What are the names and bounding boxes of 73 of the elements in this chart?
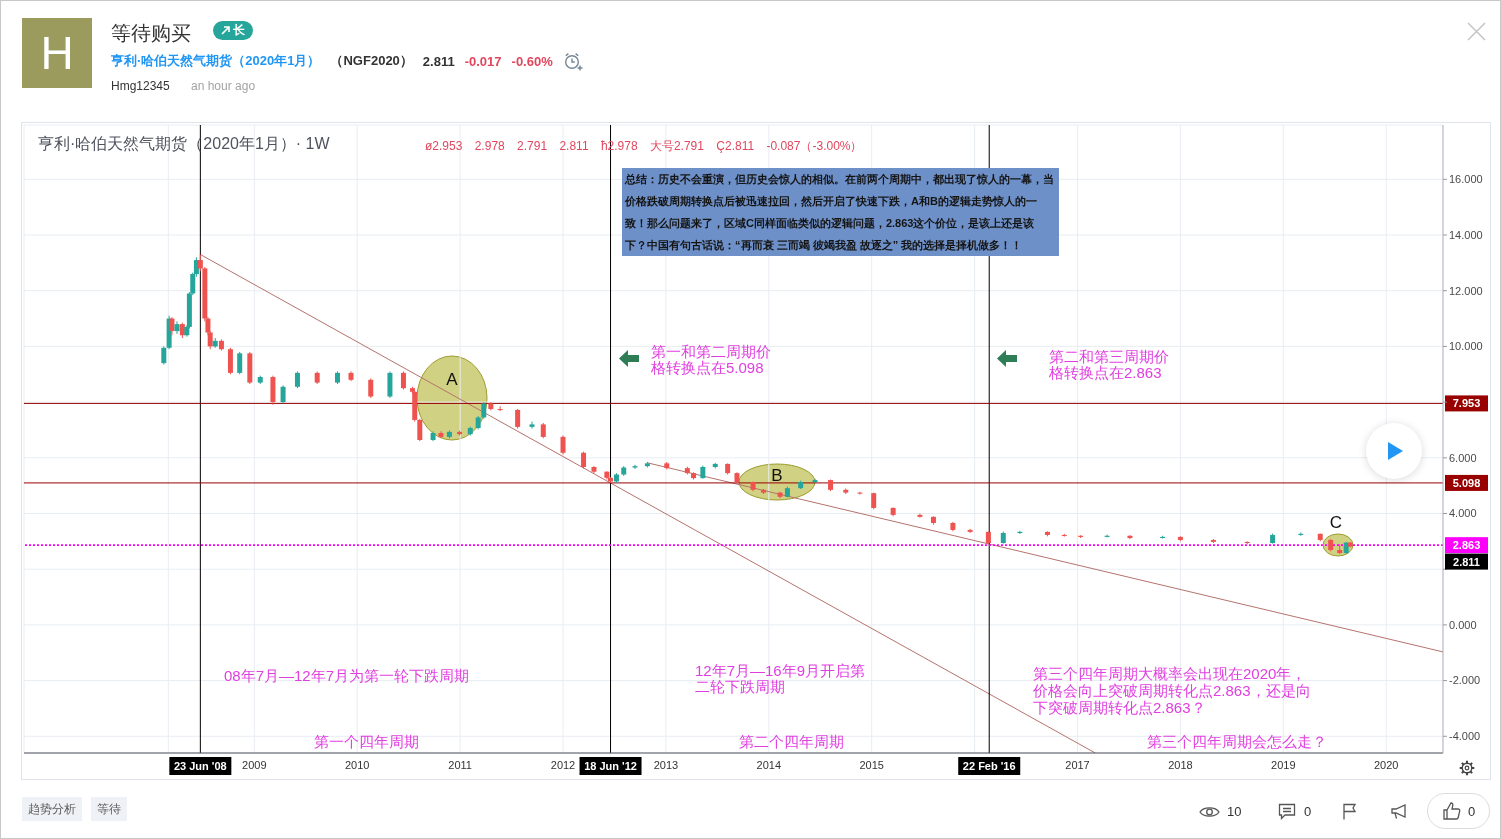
candlestick bbox=[917, 513, 923, 519]
text: -0.017 bbox=[464, 53, 502, 69]
candlestick bbox=[400, 370, 406, 391]
text: 长 bbox=[233, 22, 245, 39]
ref-line-label: 7.953 bbox=[1452, 397, 1481, 410]
text: 亨利·哈伯天然气期货（2020年1月）· 1W bbox=[38, 134, 330, 154]
text: （NGF2020） bbox=[330, 52, 413, 70]
x-tick-label: 2019 bbox=[1271, 758, 1296, 771]
x-tick-label: 2013 bbox=[653, 758, 679, 771]
y-tick-label: 4.000 bbox=[1449, 507, 1477, 520]
annotation: 第一个四年周期 bbox=[314, 733, 419, 750]
candlestick bbox=[417, 418, 423, 442]
text: 趋势分析 bbox=[22, 797, 82, 821]
y-tick-label: 14.000 bbox=[1449, 228, 1483, 241]
candlestick bbox=[237, 351, 243, 375]
ref-line-label: 5.098 bbox=[1452, 476, 1481, 489]
candlestick bbox=[368, 377, 374, 399]
candlestick bbox=[280, 384, 286, 404]
x-tick-label: 2015 bbox=[859, 758, 884, 771]
candlestick bbox=[1127, 534, 1133, 540]
annotation: 08年7月—12年7月为第一轮下跌周期 bbox=[224, 667, 470, 684]
ref-line-label: 18 Jun '12 bbox=[584, 760, 637, 772]
x-tick-label: 2018 bbox=[1168, 758, 1193, 771]
x-tick-label: 2012 bbox=[550, 758, 576, 771]
text: 2.811 bbox=[422, 53, 455, 69]
text: 亨利·哈伯天然气期货（2020年1月） bbox=[111, 52, 321, 70]
x-tick-label: 2010 bbox=[344, 758, 370, 771]
annotation: 第三个四年周期会怎么走？ bbox=[1147, 733, 1327, 750]
candlestick bbox=[967, 528, 973, 534]
text: -0.60% bbox=[511, 53, 553, 69]
text: 等待购买 bbox=[111, 21, 191, 45]
x-tick-label: 2014 bbox=[756, 758, 782, 771]
ref-line-label: 23 Jun '08 bbox=[173, 760, 227, 772]
annotation: B bbox=[770, 466, 784, 486]
x-tick-label: 2009 bbox=[242, 758, 267, 771]
y-tick-label: -2.000 bbox=[1449, 674, 1481, 687]
x-tick-label: 2017 bbox=[1065, 758, 1090, 771]
annotation: 12年7月—16年9月开启第二轮下跌周期 bbox=[695, 662, 867, 695]
ref-line-label: 2.863 bbox=[1452, 539, 1481, 552]
text: 10 bbox=[1227, 804, 1242, 819]
candlestick bbox=[515, 408, 521, 430]
text: 0 bbox=[1304, 804, 1312, 819]
candlestick bbox=[560, 435, 566, 455]
candlestick bbox=[812, 478, 818, 484]
annotation: 2.811 bbox=[1453, 555, 1480, 568]
avatar: H bbox=[22, 18, 92, 88]
candlestick bbox=[161, 345, 167, 365]
y-tick-label: 0.000 bbox=[1449, 618, 1477, 631]
annotation: A bbox=[445, 370, 459, 390]
candlestick bbox=[227, 347, 233, 375]
annotation: 第一和第二周期价格转换点在5.098 bbox=[651, 343, 772, 376]
x-tick-label: 2011 bbox=[448, 758, 472, 771]
text: Hmg12345 bbox=[111, 79, 170, 93]
candlestick bbox=[857, 491, 863, 496]
candlestick bbox=[387, 370, 393, 399]
candlestick bbox=[632, 464, 638, 470]
y-tick-label: 10.000 bbox=[1449, 340, 1483, 353]
annotation: C bbox=[1328, 513, 1344, 533]
y-tick-label: -4.000 bbox=[1449, 730, 1481, 743]
text: 等待 bbox=[91, 797, 127, 821]
y-tick-label: 6.000 bbox=[1449, 451, 1477, 464]
annotation: 第二个四年周期 bbox=[739, 733, 844, 750]
annotation: 第二和第三周期价格转换点在2.863 bbox=[1049, 348, 1170, 381]
annotation: 第三个四年周期大概率会出现在2020年，价格会向上突破周期转化点2.863，还是向下突破周期转化点2.863？ bbox=[1033, 665, 1312, 716]
candlestick bbox=[174, 320, 180, 335]
y-tick-label: 12.000 bbox=[1449, 284, 1483, 297]
ref-line-label: 22 Feb '16 bbox=[962, 760, 1016, 772]
y-tick-label: 16.000 bbox=[1449, 173, 1483, 186]
candlestick bbox=[169, 316, 175, 336]
candlestick bbox=[529, 421, 535, 430]
text: an hour ago bbox=[191, 79, 256, 93]
x-tick-label: 2020 bbox=[1373, 758, 1399, 771]
annotation: 总结：历史不会重演，但历史会惊人的相似。在前两个周期中，都出现了惊人的一幕，当价格跌破周期转换点后被迅速拉回，然后开启了快速下跌，A和B的逻辑走势惊人的一致！那么问题来了，区域C同样面临类似的逻辑问题，2.863这个价位，是该上还是该下？中国有句古话说：“再而衰 三而竭 彼竭我盈 故逐之” 我的选择是择机做多！！ bbox=[622, 168, 1059, 256]
